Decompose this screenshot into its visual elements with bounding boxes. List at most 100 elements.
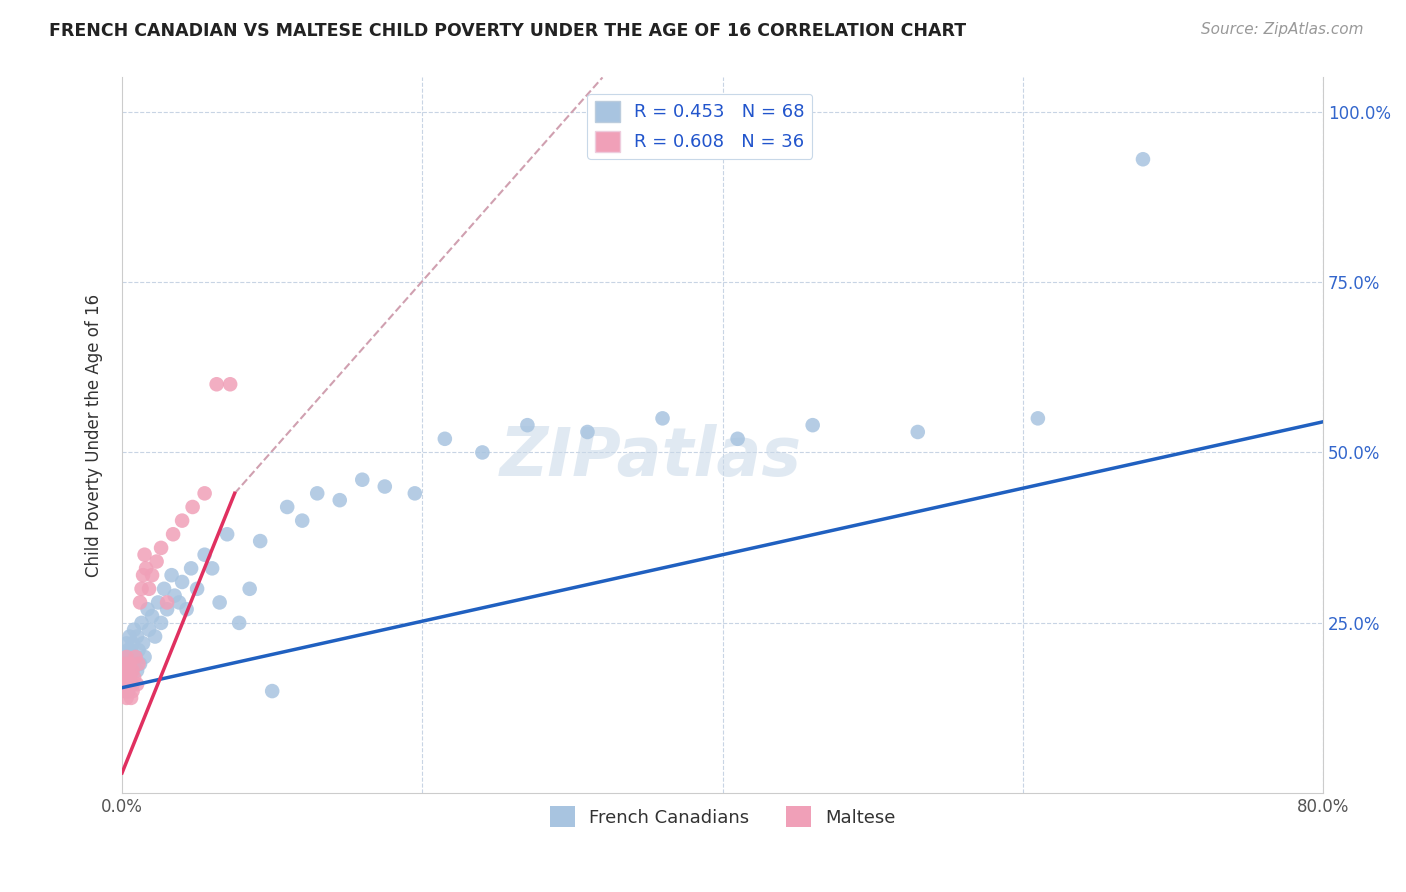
Point xyxy=(181,500,204,514)
Point xyxy=(121,677,143,691)
Point xyxy=(121,636,143,650)
Point xyxy=(120,643,142,657)
Point xyxy=(143,630,166,644)
Point xyxy=(352,473,374,487)
Point xyxy=(516,418,538,433)
Point xyxy=(276,500,298,514)
Point xyxy=(112,670,135,684)
Point xyxy=(1132,153,1154,167)
Point xyxy=(118,650,141,665)
Point xyxy=(132,636,155,650)
Point xyxy=(239,582,262,596)
Point xyxy=(136,602,159,616)
Point xyxy=(114,657,136,671)
Point xyxy=(907,425,929,439)
Point xyxy=(120,690,142,705)
Point xyxy=(201,561,224,575)
Point xyxy=(124,650,146,665)
Point xyxy=(162,527,184,541)
Point xyxy=(112,677,135,691)
Point xyxy=(117,684,139,698)
Point xyxy=(125,630,148,644)
Point xyxy=(404,486,426,500)
Point xyxy=(115,636,138,650)
Point xyxy=(194,486,217,500)
Point xyxy=(117,684,139,698)
Point xyxy=(128,643,150,657)
Point xyxy=(122,670,145,684)
Point xyxy=(156,595,179,609)
Point xyxy=(150,615,173,630)
Point xyxy=(307,486,329,500)
Point xyxy=(249,534,271,549)
Point xyxy=(117,664,139,678)
Point xyxy=(150,541,173,555)
Point xyxy=(145,555,167,569)
Point xyxy=(129,657,152,671)
Point xyxy=(117,643,139,657)
Point xyxy=(114,670,136,684)
Point xyxy=(121,664,143,678)
Point xyxy=(208,595,231,609)
Point xyxy=(118,670,141,684)
Point xyxy=(135,561,157,575)
Point xyxy=(727,432,749,446)
Point xyxy=(118,630,141,644)
Point xyxy=(118,657,141,671)
Point xyxy=(124,650,146,665)
Point xyxy=(114,684,136,698)
Y-axis label: Child Poverty Under the Age of 16: Child Poverty Under the Age of 16 xyxy=(86,293,103,577)
Point xyxy=(125,664,148,678)
Point xyxy=(114,664,136,678)
Point xyxy=(160,568,183,582)
Point xyxy=(167,595,190,609)
Point xyxy=(219,377,242,392)
Point xyxy=(128,657,150,671)
Point xyxy=(1026,411,1049,425)
Point xyxy=(114,684,136,698)
Point xyxy=(120,677,142,691)
Point xyxy=(262,684,284,698)
Point xyxy=(121,684,143,698)
Point xyxy=(115,650,138,665)
Point xyxy=(172,574,194,589)
Point xyxy=(180,561,202,575)
Point xyxy=(129,595,152,609)
Point xyxy=(156,602,179,616)
Point xyxy=(172,514,194,528)
Point xyxy=(146,595,169,609)
Point xyxy=(115,677,138,691)
Point xyxy=(374,479,396,493)
Point xyxy=(131,582,153,596)
Point xyxy=(576,425,599,439)
Point xyxy=(205,377,228,392)
Point xyxy=(163,589,186,603)
Point xyxy=(217,527,239,541)
Point xyxy=(118,670,141,684)
Point xyxy=(141,568,163,582)
Point xyxy=(131,615,153,630)
Point xyxy=(115,657,138,671)
Point xyxy=(122,623,145,637)
Point xyxy=(138,623,160,637)
Point xyxy=(132,568,155,582)
Point xyxy=(228,615,250,630)
Point xyxy=(651,411,673,425)
Point xyxy=(433,432,456,446)
Point xyxy=(115,677,138,691)
Point xyxy=(134,650,156,665)
Point xyxy=(141,609,163,624)
Point xyxy=(114,650,136,665)
Point xyxy=(138,582,160,596)
Point xyxy=(134,548,156,562)
Text: FRENCH CANADIAN VS MALTESE CHILD POVERTY UNDER THE AGE OF 16 CORRELATION CHART: FRENCH CANADIAN VS MALTESE CHILD POVERTY… xyxy=(49,22,966,40)
Point xyxy=(120,664,142,678)
Text: Source: ZipAtlas.com: Source: ZipAtlas.com xyxy=(1201,22,1364,37)
Point xyxy=(329,493,352,508)
Point xyxy=(291,514,314,528)
Point xyxy=(186,582,208,596)
Point xyxy=(115,690,138,705)
Legend: French Canadians, Maltese: French Canadians, Maltese xyxy=(543,799,903,834)
Point xyxy=(125,677,148,691)
Text: ZIPatlas: ZIPatlas xyxy=(499,424,801,490)
